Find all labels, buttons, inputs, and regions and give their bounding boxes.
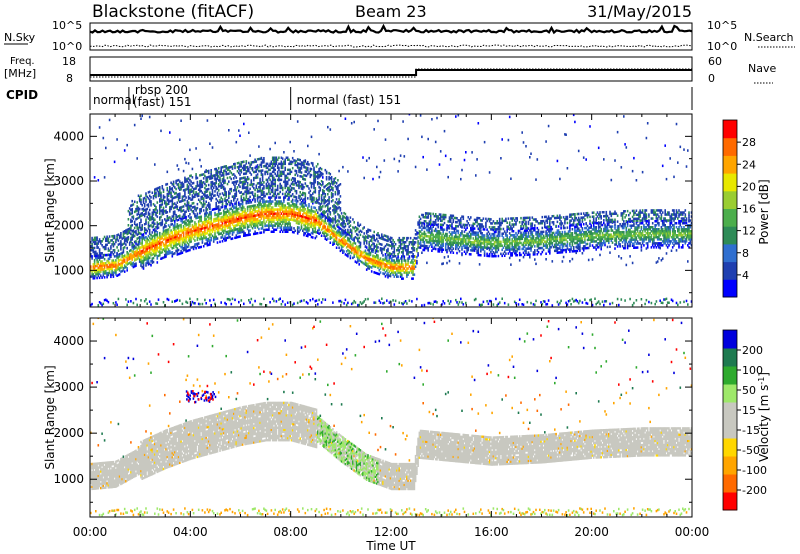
nsearch-label: N.Search <box>744 31 794 44</box>
colorbar-swatch <box>723 492 737 511</box>
y-tick-label: 4000 <box>53 129 84 143</box>
colorbar-swatch <box>723 261 737 280</box>
noise-tick-right-high: 10^5 <box>707 19 737 32</box>
freq-nave-panel: Freq. [MHz] 18 8 60 0 Nave <box>4 55 776 85</box>
colorbar-tick-label: 28 <box>742 136 756 149</box>
freq-unit-label: [MHz] <box>4 67 36 80</box>
x-tick-label: 00:00 <box>73 525 108 539</box>
noise-panel: N.Sky 10^5 10^0 10^5 10^0 N.Search <box>4 19 795 53</box>
nave-tick-low: 0 <box>708 72 715 85</box>
x-tick-label: 08:00 <box>273 525 308 539</box>
colorbar-tick-label: 15 <box>742 404 756 417</box>
colorbar-swatch <box>723 474 737 493</box>
x-tick-label: 12:00 <box>374 525 409 539</box>
x-tick-label: 00:00 <box>675 525 710 539</box>
colorbar-tick-label: -100 <box>742 464 767 477</box>
colorbar-swatch <box>723 226 737 245</box>
colorbar-swatch <box>723 420 737 439</box>
colorbar-swatch <box>723 384 737 403</box>
velocity-colorbar: 200 100 50 15 -15 -50 -100 -200 <box>722 329 767 511</box>
colorbar-swatch <box>723 120 737 139</box>
y-tick-label: 1000 <box>53 263 84 277</box>
colorbar-swatch <box>723 155 737 174</box>
y-tick-label: 2000 <box>53 219 84 233</box>
colorbar-tick-label: -200 <box>742 484 767 497</box>
colorbar-tick-label: 16 <box>742 203 756 216</box>
x-tick-label: 16:00 <box>474 525 509 539</box>
nsky-label: N.Sky <box>4 31 36 44</box>
noise-tick-left-high: 10^5 <box>52 19 82 32</box>
y-tick-label: 4000 <box>53 334 84 348</box>
x-tick-label: 20:00 <box>574 525 609 539</box>
cpid-segment-label: normal (fast) 151 <box>297 93 401 107</box>
freq-label: Freq. <box>10 56 35 67</box>
cpid-segment-label: rbsp 200 <box>135 83 188 97</box>
x-axis-title: Time UT <box>365 539 416 553</box>
y-tick-label: 1000 <box>53 472 84 486</box>
velocity-panel: 1000 2000 3000 4000 Slant Range [km] <box>43 317 693 518</box>
time-axis: 00:00 04:00 08:00 12:00 16:00 20:00 00:00 <box>73 525 710 539</box>
colorbar-swatch <box>723 438 737 457</box>
y-axis-title: Slant Range [km] <box>43 365 57 469</box>
colorbar-swatch <box>723 330 737 349</box>
nsky-series <box>89 23 693 35</box>
power-panel: 1000 2000 3000 4000 Slant Range [km] <box>43 113 693 308</box>
station-title: Blackstone (fitACF) <box>92 2 254 22</box>
nave-label: Nave <box>748 62 776 75</box>
y-tick-label: 2000 <box>53 426 84 440</box>
colorbar-tick-label: 24 <box>742 158 756 171</box>
nave-series <box>90 68 692 78</box>
colorbar-swatch <box>723 348 737 367</box>
colorbar-tick-label: -15 <box>742 424 760 437</box>
colorbar-tick-label: 8 <box>742 247 749 260</box>
cpid-segment-label: (fast) 151 <box>133 95 192 109</box>
freq-series <box>90 68 692 76</box>
beam-title: Beam 23 <box>355 2 427 21</box>
colorbar-tick-label: 12 <box>742 225 756 238</box>
freq-tick-low: 8 <box>66 72 73 85</box>
colorbar-swatch <box>723 208 737 227</box>
colorbar-tick-label: -50 <box>742 444 760 457</box>
colorbar-swatch <box>723 402 737 421</box>
freq-tick-high: 18 <box>62 55 76 68</box>
colorbar-swatch <box>723 456 737 475</box>
noise-tick-right-low: 10^0 <box>707 40 737 53</box>
colorbar-swatch <box>723 137 737 156</box>
velocity-colorbar-title: Velocity [m s-1] <box>757 372 771 462</box>
colorbar-tick-label: 100 <box>742 364 763 377</box>
colorbar-tick-label: 200 <box>742 344 763 357</box>
colorbar-swatch <box>723 243 737 263</box>
noise-tick-left-low: 10^0 <box>52 40 82 53</box>
nave-tick-high: 60 <box>708 55 722 68</box>
y-tick-label: 3000 <box>53 380 84 394</box>
colorbar-swatch <box>723 173 737 192</box>
colorbar-swatch <box>723 190 737 209</box>
colorbar-tick-label: 50 <box>742 384 756 397</box>
cpid-label: CPID <box>6 88 38 102</box>
velocity-colorbar-title-text: Velocity [m s <box>757 385 771 462</box>
nsearch-series <box>90 44 693 48</box>
colorbar-tick-label: 4 <box>742 269 749 282</box>
date-title: 31/May/2015 <box>587 2 692 21</box>
y-tick-label: 3000 <box>53 174 84 188</box>
x-tick-label: 04:00 <box>173 525 208 539</box>
colorbar-tick-label: 20 <box>742 180 756 193</box>
power-colorbar-title: Power [dB] <box>757 179 771 244</box>
colorbar-swatch <box>723 366 737 385</box>
cpid-segment-label: normal <box>93 93 135 107</box>
y-axis-title: Slant Range [km] <box>43 158 57 262</box>
power-colorbar: 28 24 20 16 12 8 4 <box>722 119 756 298</box>
colorbar-swatch <box>723 279 737 298</box>
